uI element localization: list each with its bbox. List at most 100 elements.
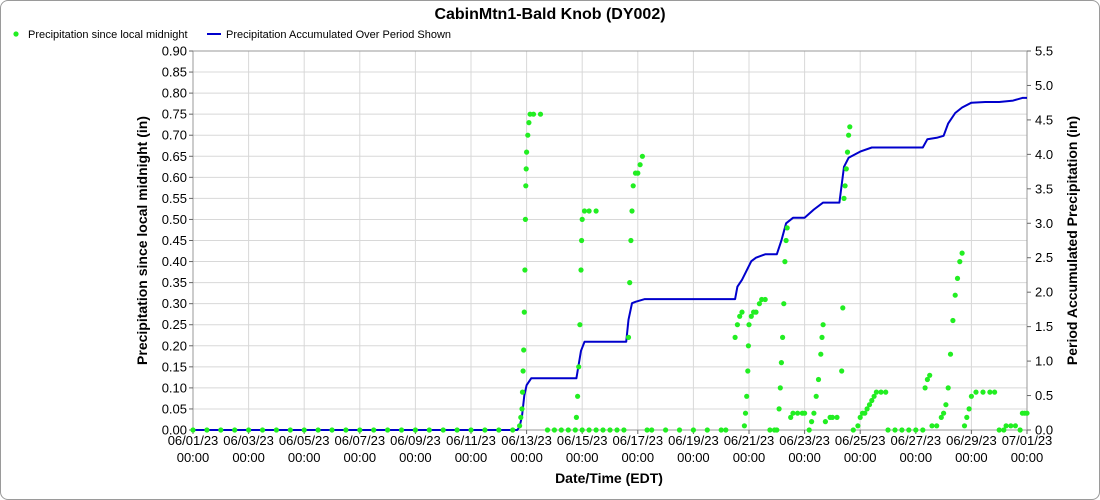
- data-point-precip-since-midnight: [941, 410, 947, 416]
- data-point-precip-since-midnight: [565, 427, 571, 433]
- data-point-precip-since-midnight: [778, 360, 785, 366]
- data-point-precip-since-midnight: [834, 414, 840, 420]
- left-axis-tick-label: 0.30: [162, 296, 187, 311]
- x-axis-tick-label-date: 06/03/23: [223, 433, 274, 448]
- data-point-precip-since-midnight: [855, 423, 861, 429]
- data-point-precip-since-midnight: [842, 183, 848, 189]
- x-axis-tick-label-time: 00:00: [788, 450, 821, 465]
- x-axis-tick-label-date: 06/11/23: [446, 433, 496, 448]
- data-point-precip-since-midnight: [639, 153, 646, 159]
- data-point-precip-since-midnight: [809, 419, 815, 425]
- data-point-precip-since-midnight: [869, 397, 875, 404]
- data-point-precip-since-midnight: [440, 427, 446, 433]
- data-point-precip-since-midnight: [957, 259, 963, 265]
- data-point-precip-since-midnight: [517, 423, 523, 429]
- data-point-precip-since-midnight: [938, 414, 944, 420]
- x-axis-tick-label-date: 07/01/23: [1002, 433, 1053, 448]
- data-point-precip-since-midnight: [385, 427, 391, 433]
- data-point-precip-since-midnight: [802, 410, 808, 416]
- data-point-precip-since-midnight: [625, 334, 632, 340]
- data-point-precip-since-midnight: [746, 322, 752, 328]
- left-axis-tick-label: 0.20: [162, 338, 187, 353]
- left-axis-tick-label: 0.80: [162, 86, 187, 101]
- data-point-precip-since-midnight: [980, 389, 986, 395]
- data-point-precip-since-midnight: [398, 427, 405, 433]
- x-axis-tick-label-date: 06/15/23: [557, 433, 608, 448]
- data-point-precip-since-midnight: [734, 322, 741, 328]
- data-point-precip-since-midnight: [218, 427, 224, 433]
- data-point-precip-since-midnight: [521, 347, 527, 353]
- x-axis-tick-label-time: 00:00: [177, 450, 210, 465]
- data-point-precip-since-midnight: [586, 208, 592, 214]
- data-point-precip-since-midnight: [600, 427, 606, 433]
- data-point-precip-since-midnight: [790, 410, 796, 416]
- data-point-precip-since-midnight: [520, 368, 526, 374]
- data-point-precip-since-midnight: [815, 376, 822, 383]
- data-point-precip-since-midnight: [964, 414, 970, 420]
- data-point-precip-since-midnight: [795, 410, 801, 416]
- data-point-precip-since-midnight: [482, 427, 488, 433]
- data-point-precip-since-midnight: [259, 427, 266, 433]
- data-point-precip-since-midnight: [829, 414, 836, 420]
- data-point-precip-since-midnight: [776, 406, 782, 412]
- x-axis-tick-label-time: 00:00: [455, 450, 488, 465]
- data-point-precip-since-midnight: [663, 427, 669, 433]
- data-point-precip-since-midnight: [943, 402, 949, 408]
- data-point-precip-since-midnight: [954, 275, 961, 281]
- data-point-precip-since-midnight: [579, 427, 585, 433]
- left-axis-tick-label: 0.25: [162, 317, 187, 332]
- data-point-precip-since-midnight: [873, 389, 880, 395]
- data-point-precip-since-midnight: [844, 149, 851, 155]
- data-point-precip-since-midnight: [847, 124, 853, 130]
- data-point-precip-since-midnight: [1003, 423, 1009, 429]
- data-point-precip-since-midnight: [753, 309, 759, 315]
- left-axis-tick-label: 0.55: [162, 191, 187, 206]
- left-axis-tick-label: 0.90: [162, 44, 187, 59]
- left-axis-tick-label: 0.35: [162, 275, 187, 290]
- data-point-precip-since-midnight: [723, 427, 729, 433]
- data-point-precip-since-midnight: [329, 427, 335, 433]
- right-axis-tick-label: 2.0: [1035, 285, 1053, 300]
- x-axis-tick-label-date: 06/09/23: [390, 433, 441, 448]
- data-point-precip-since-midnight: [739, 309, 745, 315]
- left-axis-tick-label: 0.50: [162, 212, 187, 227]
- data-point-precip-since-midnight: [522, 216, 529, 222]
- data-point-precip-since-midnight: [762, 296, 768, 303]
- data-point-precip-since-midnight: [558, 427, 564, 433]
- data-point-precip-since-midnight: [742, 410, 749, 416]
- left-axis-tick-label: 0.40: [162, 254, 187, 269]
- left-axis-tick-label: 0.45: [162, 233, 187, 248]
- data-point-precip-since-midnight: [846, 132, 852, 138]
- data-point-precip-since-midnight: [287, 427, 293, 433]
- data-point-precip-since-midnight: [857, 414, 863, 420]
- right-axis-tick-label: 0.0: [1035, 423, 1053, 438]
- data-point-precip-since-midnight: [718, 427, 724, 433]
- data-point-precip-since-midnight: [518, 414, 524, 420]
- data-point-precip-since-midnight: [578, 267, 584, 273]
- data-point-precip-since-midnight: [628, 237, 634, 244]
- data-point-precip-since-midnight: [301, 427, 307, 433]
- data-point-precip-since-midnight: [530, 111, 537, 117]
- data-point-precip-since-midnight: [521, 309, 527, 315]
- data-point-precip-since-midnight: [899, 427, 905, 433]
- x-axis-tick-label-date: 06/21/23: [724, 433, 775, 448]
- legend-marker-precip-since-midnight: [13, 31, 19, 37]
- x-axis-tick-label-date: 06/19/23: [668, 433, 719, 448]
- left-axis-tick-label: 0.60: [162, 170, 187, 185]
- x-axis-tick-label-time: 00:00: [733, 450, 766, 465]
- data-point-precip-since-midnight: [510, 427, 516, 433]
- data-point-precip-since-midnight: [922, 385, 928, 391]
- data-point-precip-since-midnight: [885, 427, 891, 433]
- data-point-precip-since-midnight: [644, 427, 650, 433]
- data-point-precip-since-midnight: [906, 427, 912, 433]
- data-point-precip-since-midnight: [745, 368, 751, 374]
- data-point-precip-since-midnight: [913, 427, 919, 433]
- data-point-precip-since-midnight: [635, 170, 641, 176]
- data-point-precip-since-midnight: [630, 183, 636, 189]
- x-axis-tick-label-date: 06/23/23: [779, 433, 830, 448]
- x-axis-tick-label-time: 00:00: [622, 450, 655, 465]
- x-axis-tick-label-date: 06/13/23: [501, 433, 552, 448]
- data-point-precip-since-midnight: [783, 237, 789, 244]
- x-axis-title: Date/Time (EDT): [555, 470, 663, 486]
- data-point-precip-since-midnight: [996, 427, 1002, 433]
